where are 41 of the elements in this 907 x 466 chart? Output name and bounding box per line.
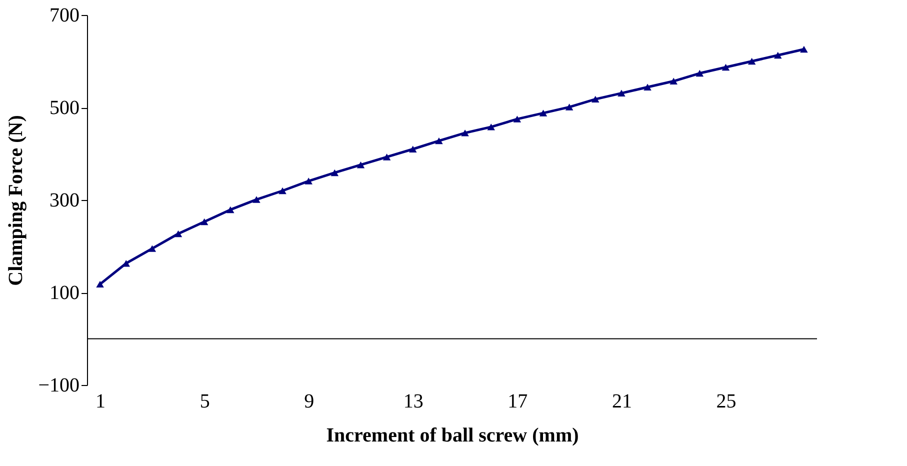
point (304, 178, 312, 184)
point (487, 124, 495, 130)
point (461, 130, 469, 136)
y-axis-title: Clamping Force (N) (5, 115, 28, 286)
point (670, 78, 678, 84)
y-tick-label: 300 (50, 190, 80, 212)
point (356, 161, 365, 168)
point (435, 137, 443, 144)
point (722, 64, 730, 71)
point (513, 116, 522, 122)
point (200, 218, 208, 226)
point (96, 280, 104, 288)
x-tick-label: 21 (612, 390, 632, 412)
y-tick-label: 100 (50, 282, 80, 304)
point (148, 245, 156, 252)
point (565, 104, 574, 110)
point (696, 70, 704, 77)
x-tick-label: 9 (304, 390, 314, 412)
point (174, 230, 182, 238)
point (748, 58, 756, 65)
y-tick-label: 500 (50, 97, 80, 119)
point (278, 187, 286, 194)
point (800, 46, 808, 53)
x-tick-label: 17 (508, 390, 528, 412)
point (592, 96, 600, 103)
point (644, 84, 652, 91)
y-tick-label: 700 (50, 4, 80, 26)
x-tick-label: 13 (403, 390, 424, 412)
point (330, 169, 339, 176)
point (774, 52, 782, 59)
point (409, 146, 417, 152)
y-tick-label: −100 (38, 374, 80, 396)
point (226, 206, 234, 214)
x-axis-title: Increment of ball screw (mm) (326, 424, 579, 446)
point (382, 154, 391, 160)
x-tick-label: 5 (200, 390, 210, 412)
point (252, 196, 260, 203)
point (539, 110, 548, 116)
x-tick-label: 25 (716, 390, 736, 412)
point (618, 90, 626, 97)
x-tick-label: 1 (96, 390, 106, 412)
